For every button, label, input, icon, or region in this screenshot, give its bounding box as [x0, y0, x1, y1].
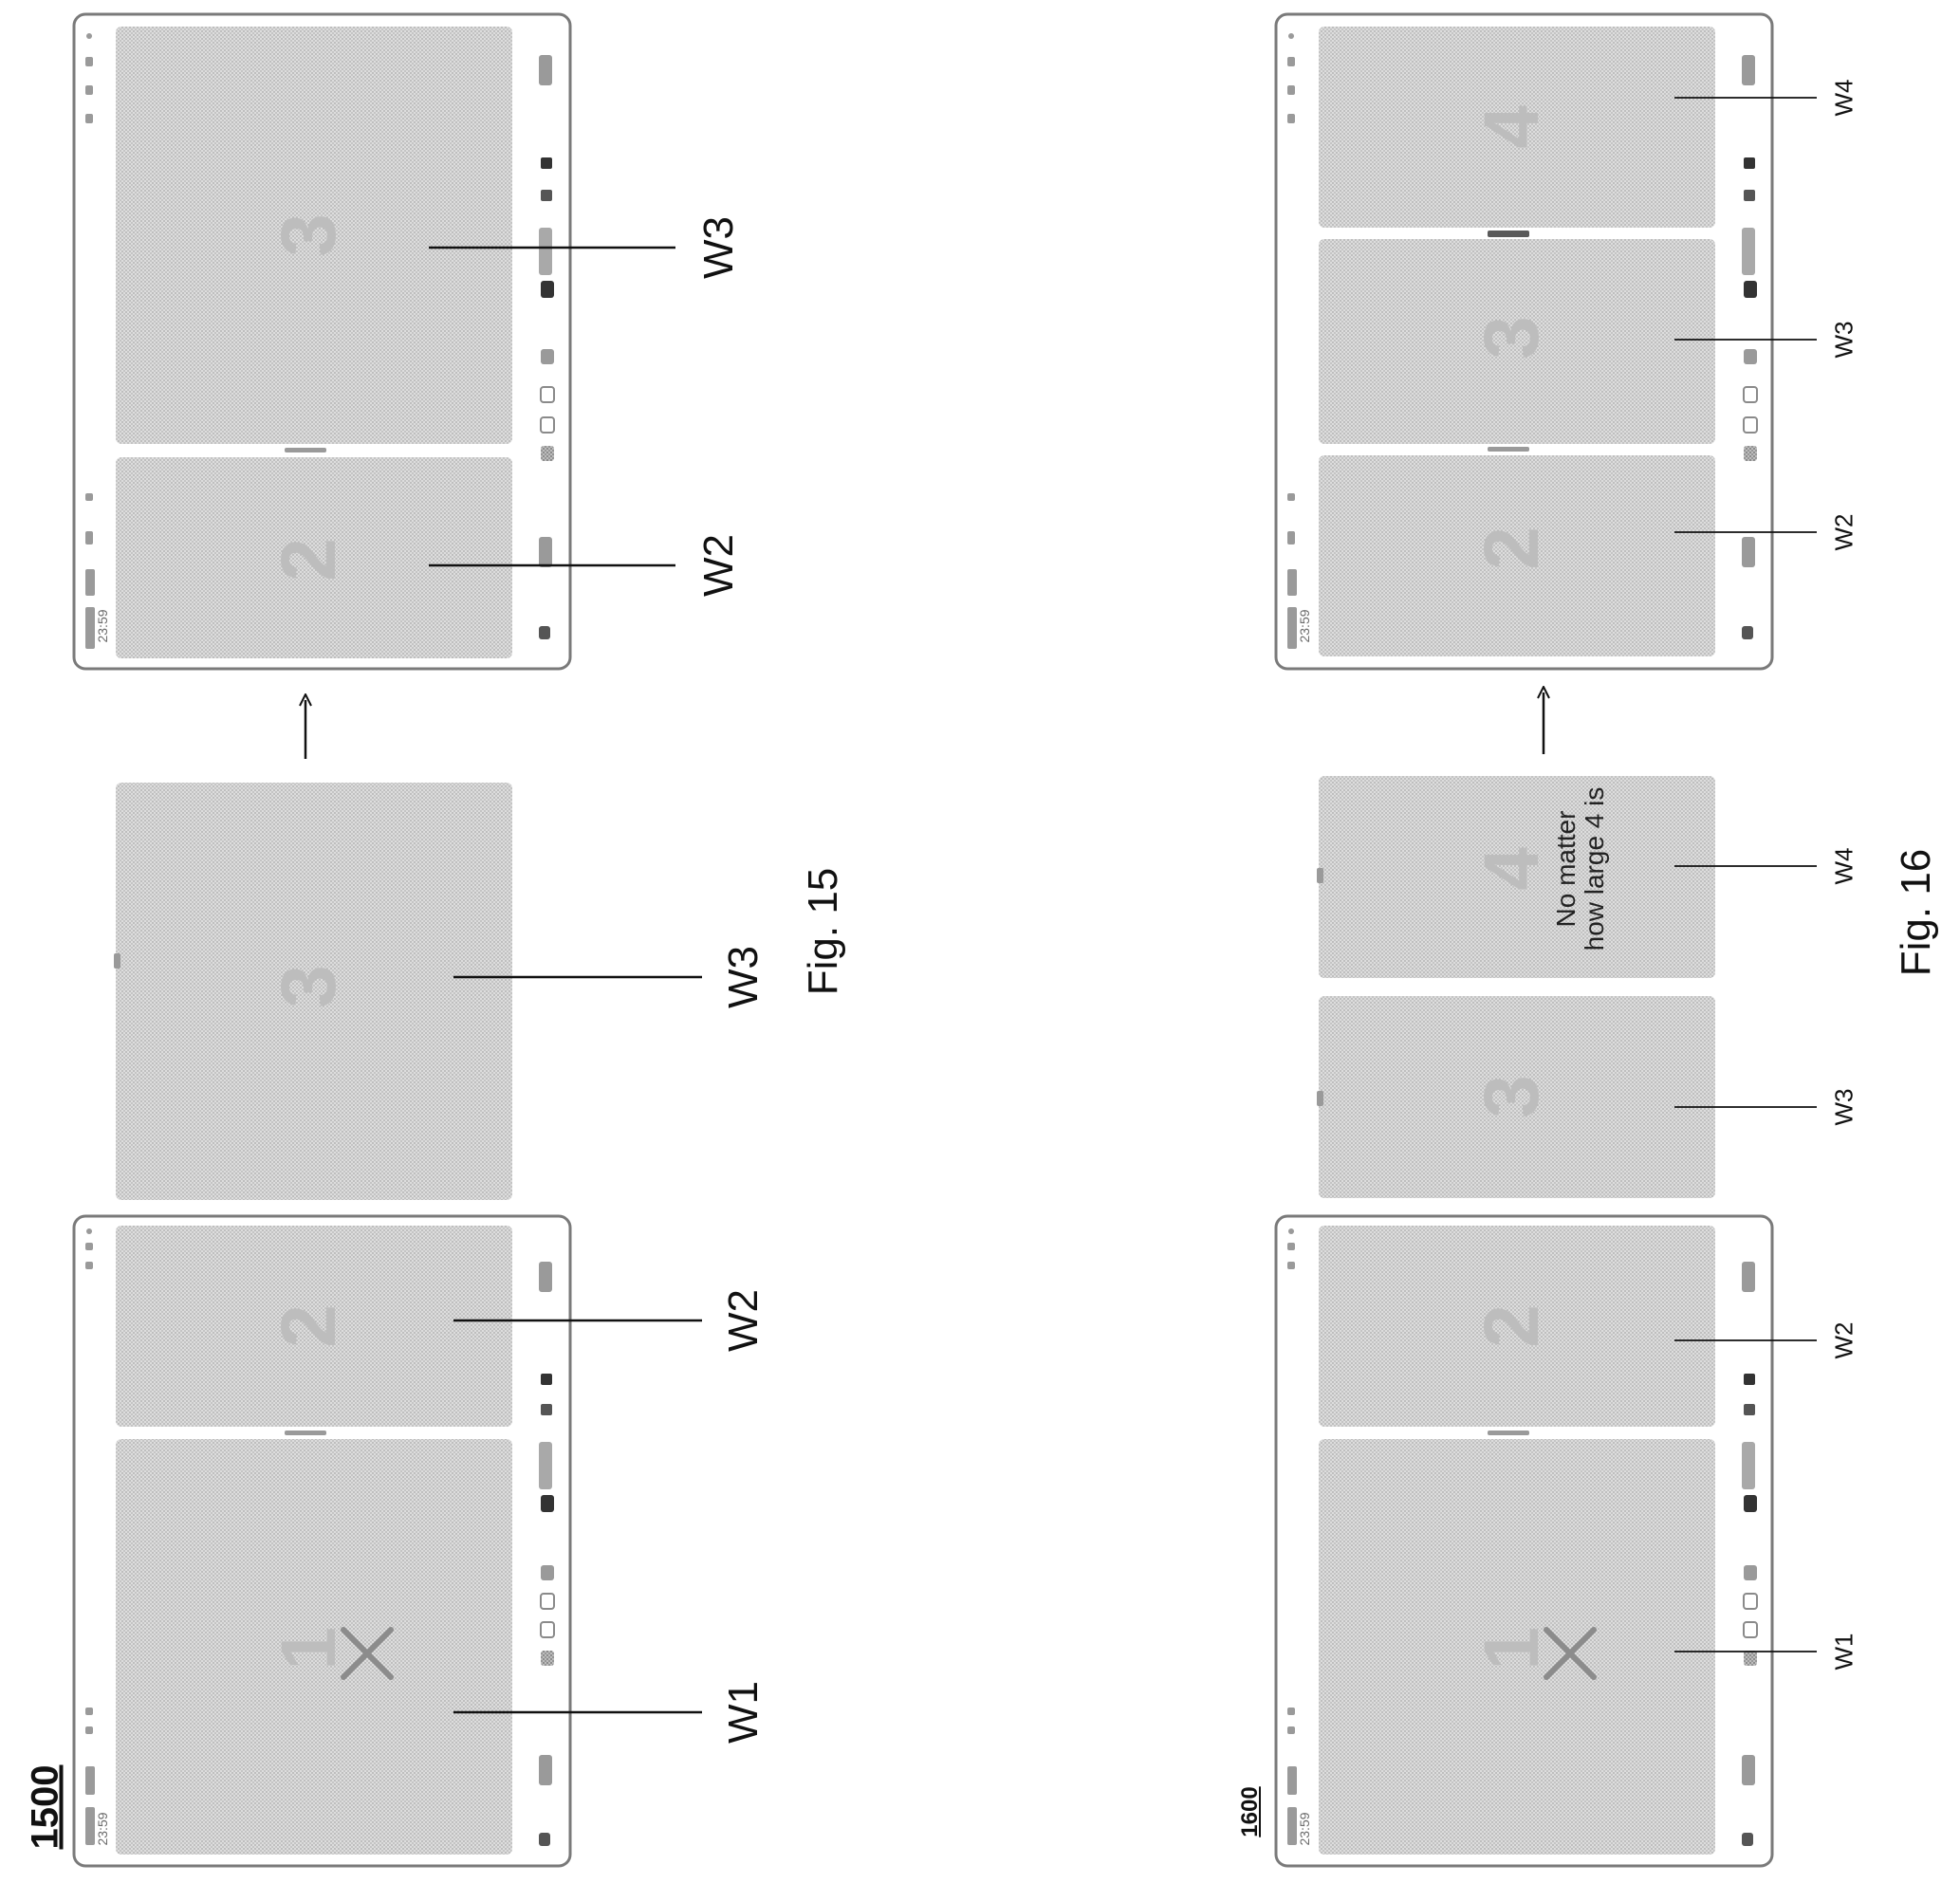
fig15-offscreen — [114, 783, 702, 1200]
fig16-offscreen — [1317, 776, 1817, 1198]
fig15-window-w3-offscreen — [116, 783, 512, 1200]
fig16-after-status-bar — [1287, 33, 1297, 649]
fig15-after-device — [72, 12, 675, 671]
fig16-after-device — [1274, 12, 1817, 671]
fig15-after-taskbar — [539, 55, 555, 639]
fig15-label-after-w2: W2 — [695, 534, 742, 597]
fig16-close-icon — [1544, 1627, 1597, 1680]
fig16-label-after-w3: W3 — [1829, 321, 1858, 359]
fig16-after-w3-digit: 3 — [1469, 316, 1555, 360]
fig15-after-w3-digit: 3 — [266, 213, 352, 257]
fig15-close-icon — [341, 1627, 394, 1680]
fig16-before-status-bar — [1287, 1228, 1297, 1845]
fig15-label-w2: W2 — [720, 1289, 767, 1352]
fig16-after-window-w2 — [1319, 455, 1715, 656]
fig16-w4-note: No matter how large 4 is — [1551, 786, 1609, 951]
fig16-before-device — [1274, 1214, 1817, 1868]
fig16-label-w4-offscreen: W4 — [1829, 847, 1858, 885]
fig16-after-clock: 23:59 — [1297, 609, 1312, 643]
fig15-after-window-w3 — [116, 27, 512, 444]
fig16-w4-offscreen-digit: 4 — [1469, 847, 1555, 891]
fig16-after-window-w3 — [1319, 239, 1715, 444]
fig16-window-w2 — [1319, 1226, 1715, 1427]
fig16-after-window-w4 — [1319, 27, 1715, 228]
fig16-w2-digit: 2 — [1469, 1304, 1555, 1348]
fig15-window-w1 — [116, 1439, 512, 1855]
fig15-caption: Fig. 15 — [800, 867, 846, 996]
fig16-after-taskbar — [1742, 55, 1758, 639]
fig15-reference-number: 1500 — [24, 1764, 66, 1850]
fig16-after-w2-digit: 2 — [1469, 526, 1555, 570]
fig16-caption: Fig. 16 — [1893, 848, 1939, 977]
fig15-label-w1: W1 — [720, 1681, 767, 1744]
fig15-label-w3-offscreen: W3 — [720, 946, 767, 1008]
fig16-label-after-w4: W4 — [1829, 79, 1858, 117]
fig15-after-status-bar — [85, 33, 95, 649]
fig16-w4-note-line1: No matter — [1551, 810, 1581, 928]
fig16-window-w3-offscreen — [1319, 996, 1715, 1198]
fig15-after-window-w2 — [116, 457, 512, 658]
fig16-window-w4-offscreen — [1319, 776, 1715, 978]
fig16-label-w3-offscreen: W3 — [1829, 1088, 1858, 1126]
fig15-w1-digit: 1 — [266, 1627, 352, 1671]
fig15-w3-offscreen-digit: 3 — [266, 965, 352, 1008]
fig15-window-w2 — [116, 1226, 512, 1427]
fig16-label-after-w2: W2 — [1829, 513, 1858, 551]
fig16-w1-digit: 1 — [1469, 1627, 1555, 1671]
fig16-before-clock: 23:59 — [1297, 1812, 1312, 1846]
fig15-before-clock: 23:59 — [95, 1812, 110, 1846]
fig15-before-device — [72, 1214, 702, 1868]
fig15-after-w2-digit: 2 — [266, 538, 352, 582]
fig15-after-clock: 23:59 — [95, 609, 110, 643]
fig15-label-after-w3: W3 — [695, 216, 742, 279]
fig15-before-divider-handle — [285, 1431, 326, 1435]
fig15-w2-digit: 2 — [266, 1304, 352, 1348]
fig15-before-taskbar — [539, 1262, 555, 1846]
fig16-reference-number: 1600 — [1237, 1786, 1263, 1837]
fig16-window-w1 — [1319, 1439, 1715, 1855]
fig16-after-w4-digit: 4 — [1469, 105, 1555, 149]
fig16-label-w2: W2 — [1829, 1321, 1858, 1359]
fig16-w4-note-line2: how large 4 is — [1580, 786, 1609, 951]
fig16-label-w1: W1 — [1829, 1633, 1858, 1671]
fig16-w3-offscreen-digit: 3 — [1469, 1075, 1555, 1118]
fig16-before-taskbar — [1742, 1262, 1758, 1846]
fig15-before-status-bar — [85, 1228, 95, 1845]
